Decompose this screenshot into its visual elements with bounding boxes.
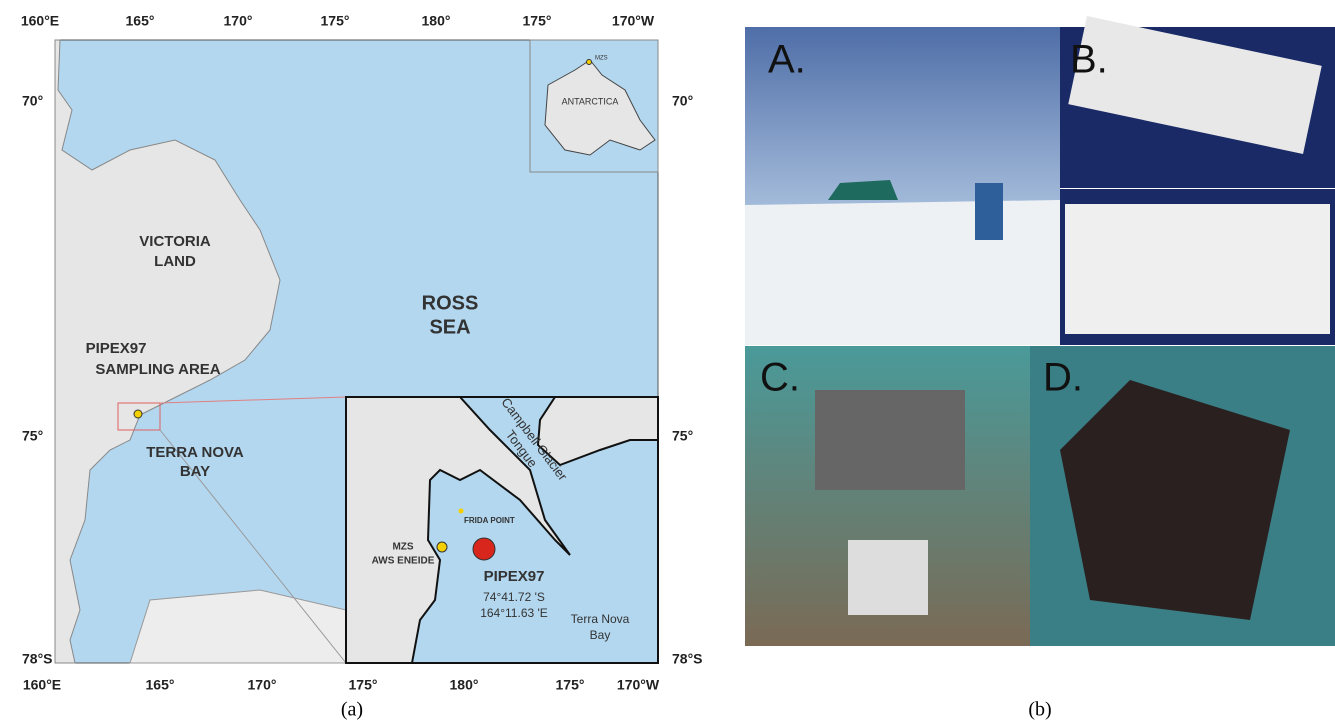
station-marker [437,542,447,552]
region-label: LAND [154,253,196,270]
top-axis-label: 180° [422,13,451,29]
inset-marker [587,60,592,65]
bottom-axis-label: 160°E [23,677,61,693]
bottom-axis-label: 175° [349,677,378,693]
caption: (b) [1028,699,1051,721]
left-axis-label: 70° [22,93,43,109]
top-axis-label: 170° [224,13,253,29]
right-axis-label: 70° [672,93,693,109]
pipex-marker [473,538,495,560]
station-label: AWS ENEIDE [372,556,435,567]
bottom-axis-label: 170°W [617,677,660,693]
frida-marker [459,509,464,514]
ice [745,200,1060,345]
photo-label: C. [760,356,800,400]
area-label: SAMPLING AREA [95,361,220,378]
right-axis-label: 75° [672,428,693,444]
bottom-axis-label: 170° [248,677,277,693]
top-axis-label: 165° [126,13,155,29]
top-axis-label: 175° [321,13,350,29]
bottom-axis-label: 165° [146,677,175,693]
site-label: PIPEX97 [484,568,545,585]
region-label: VICTORIA [139,233,211,250]
area-label: PIPEX97 [86,340,147,357]
right-axis-label: 78°S [672,651,703,667]
sampler [848,540,928,615]
photos: A. B. C. D. (b) [745,16,1335,721]
bottom-axis-label: 175° [556,677,585,693]
left-axis-label: 75° [22,428,43,444]
photo-label: A. [768,38,806,82]
figure: MZS ANTARCTICA VICTORIA LAND ROSS SEA PI… [0,0,1335,722]
site-lat: 74°41.72 'S [483,590,545,604]
hut [975,183,1003,240]
left-axis-label: 78°S [22,651,53,667]
site-lon: 164°11.63 'E [480,606,548,620]
top-axis-label: 175° [523,13,552,29]
sea-label: ROSS [422,292,479,314]
photo-label: D. [1043,356,1083,400]
top-axis-label: 160°E [21,13,59,29]
bay-label: BAY [180,463,210,480]
caption: (a) [341,699,363,721]
inset-station: MZS [595,56,608,62]
inset-name: ANTARCTICA [562,96,619,106]
point-label: FRIDA POINT [464,516,515,525]
sea-label: SEA [429,316,470,338]
bay-label: Bay [590,628,611,642]
top-axis-label: 170°W [612,13,655,29]
frame [1065,204,1330,334]
bottom-axis-label: 180° [450,677,479,693]
photo-label: B. [1070,38,1108,82]
bay-label: TERRA NOVA [146,444,244,461]
site-marker [134,410,142,418]
rov [815,390,965,490]
station-label: MZS [392,542,413,553]
bay-label: Terra Nova [571,612,630,626]
